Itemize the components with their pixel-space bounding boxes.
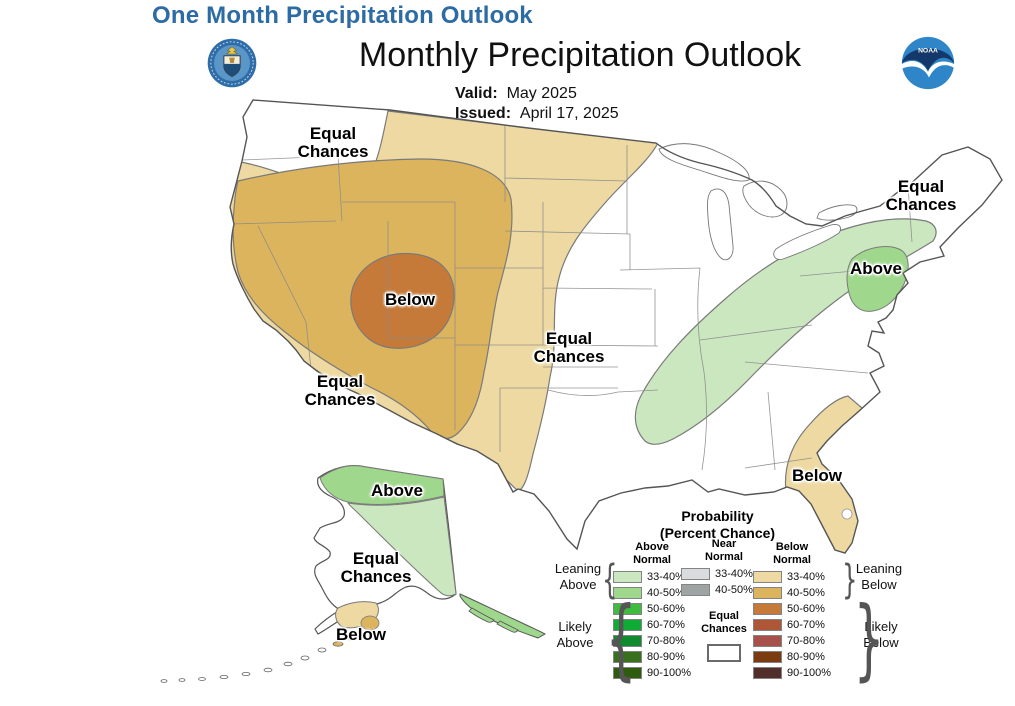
brace-likely-above: { bbox=[605, 587, 637, 690]
lake-okeechobee bbox=[841, 508, 853, 520]
issued-value: April 17, 2025 bbox=[519, 105, 619, 122]
region-alaska-below-40-50 bbox=[360, 615, 380, 631]
swatch-below-60-70 bbox=[753, 619, 782, 632]
main-title: Monthly Precipitation Outlook bbox=[358, 36, 802, 74]
legend-subtitle: (Percent Chance) bbox=[659, 525, 776, 541]
map-label-below-florida: Below bbox=[791, 466, 843, 486]
legend-group-leaning-below: Leaning Below bbox=[855, 561, 903, 592]
legend-row: 70-80% bbox=[613, 635, 685, 648]
noaa-logo-text: NOAA bbox=[918, 47, 938, 54]
map-label-above-east: Above bbox=[850, 259, 902, 279]
swatch-above-80-90 bbox=[613, 651, 642, 664]
map-label-equal-chances-central: Equal Chances bbox=[533, 329, 605, 366]
map-label-below-west: Below bbox=[384, 290, 436, 310]
brace-likely-below: } bbox=[853, 587, 885, 690]
legend-equal-chances-swatch bbox=[707, 643, 741, 662]
legend-group-leaning-above: Leaning Above bbox=[554, 561, 602, 592]
legend-group-likely-above: Likely Above bbox=[556, 619, 594, 650]
map-label-above-alaska: Above bbox=[371, 481, 423, 501]
swatch-below-40-50 bbox=[753, 587, 782, 600]
swatch-near-40-50 bbox=[681, 584, 710, 597]
swatch-below-33-40 bbox=[753, 571, 782, 584]
legend-column-below: Below Normal 33-40% 40-50% 50-60% 60-70%… bbox=[753, 541, 831, 680]
legend-column-above-header: Above Normal bbox=[633, 541, 671, 566]
valid-value: May 2025 bbox=[506, 85, 577, 102]
noaa-logo-icon: NOAA bbox=[901, 36, 955, 90]
brace-leaning-above: { bbox=[602, 557, 618, 603]
legend-row: 33-40% bbox=[753, 571, 825, 584]
legend: Probability (Percent Chance) Above Norma… bbox=[535, 503, 905, 703]
swatch-below-80-90 bbox=[753, 651, 782, 664]
alaska-panhandle bbox=[459, 593, 546, 639]
conus-outline bbox=[229, 99, 1003, 554]
legend-column-below-header: Below Normal bbox=[773, 541, 811, 566]
page-header: One Month Precipitation Outlook bbox=[152, 2, 533, 29]
alaska-panhandle-islands bbox=[468, 607, 519, 633]
state-boundaries bbox=[230, 117, 913, 471]
legend-row: 50-60% bbox=[613, 603, 685, 616]
legend-column-above: Above Normal 33-40% 40-50% 50-60% 60-70%… bbox=[613, 541, 691, 680]
map-label-equal-chances-nw: Equal Chances bbox=[297, 124, 369, 161]
legend-row: 40-50% bbox=[613, 587, 685, 600]
legend-title: Probability bbox=[681, 508, 754, 524]
legend-row: 80-90% bbox=[753, 651, 825, 664]
legend-row: 40-50% bbox=[753, 587, 825, 600]
legend-row: 33-40% bbox=[613, 571, 685, 584]
swatch-below-70-80 bbox=[753, 635, 782, 648]
swatch-below-50-60 bbox=[753, 603, 782, 616]
legend-group-likely-below: Likely Below bbox=[863, 619, 899, 650]
swatch-above-33-40 bbox=[613, 571, 642, 584]
great-lakes bbox=[658, 143, 858, 261]
region-alaska-above-33-40 bbox=[346, 496, 457, 597]
swatch-near-33-40 bbox=[681, 568, 710, 581]
legend-row: 33-40% bbox=[681, 568, 753, 581]
swatch-above-50-60 bbox=[613, 603, 642, 616]
swatch-above-40-50 bbox=[613, 587, 642, 600]
commerce-seal-icon bbox=[207, 38, 257, 88]
legend-row: 90-100% bbox=[613, 667, 691, 680]
legend-row: 80-90% bbox=[613, 651, 685, 664]
region-alaska-above-40-50 bbox=[319, 465, 445, 505]
swatch-above-70-80 bbox=[613, 635, 642, 648]
valid-label: Valid: bbox=[455, 85, 498, 102]
map-label-equal-chances-alaska: Equal Chances bbox=[340, 549, 412, 586]
brace-leaning-below: } bbox=[842, 557, 858, 603]
legend-row: 70-80% bbox=[753, 635, 825, 648]
aleutian-islands-below bbox=[332, 635, 355, 647]
legend-row: 90-100% bbox=[753, 667, 831, 680]
issued-line: Issued: April 17, 2025 bbox=[455, 104, 619, 124]
swatch-above-60-70 bbox=[613, 619, 642, 632]
legend-row: 60-70% bbox=[613, 619, 685, 632]
map-label-equal-chances-ne: Equal Chances bbox=[885, 177, 957, 214]
legend-equal-chances-label: Equal Chances bbox=[701, 610, 747, 636]
swatch-below-90-100 bbox=[753, 667, 782, 680]
valid-line: Valid: May 2025 bbox=[455, 84, 619, 104]
legend-row: 50-60% bbox=[753, 603, 825, 616]
alaska-inset bbox=[160, 465, 546, 683]
valid-issued-block: Valid: May 2025 Issued: April 17, 2025 bbox=[455, 84, 619, 124]
legend-column-near-header: Near Normal bbox=[705, 538, 743, 563]
swatch-above-90-100 bbox=[613, 667, 642, 680]
legend-row: 60-70% bbox=[753, 619, 825, 632]
map-label-below-alaska: Below bbox=[335, 625, 387, 645]
map-label-equal-chances-sw: Equal Chances bbox=[304, 372, 376, 409]
legend-row: 40-50% bbox=[681, 584, 753, 597]
issued-label: Issued: bbox=[455, 105, 512, 122]
region-above-40-50-midatlantic bbox=[846, 246, 909, 312]
legend-column-near: Near Normal 33-40% 40-50% Equal Chances bbox=[681, 538, 767, 662]
region-below-50-60-core bbox=[350, 252, 455, 349]
aleutian-islands bbox=[160, 647, 327, 683]
